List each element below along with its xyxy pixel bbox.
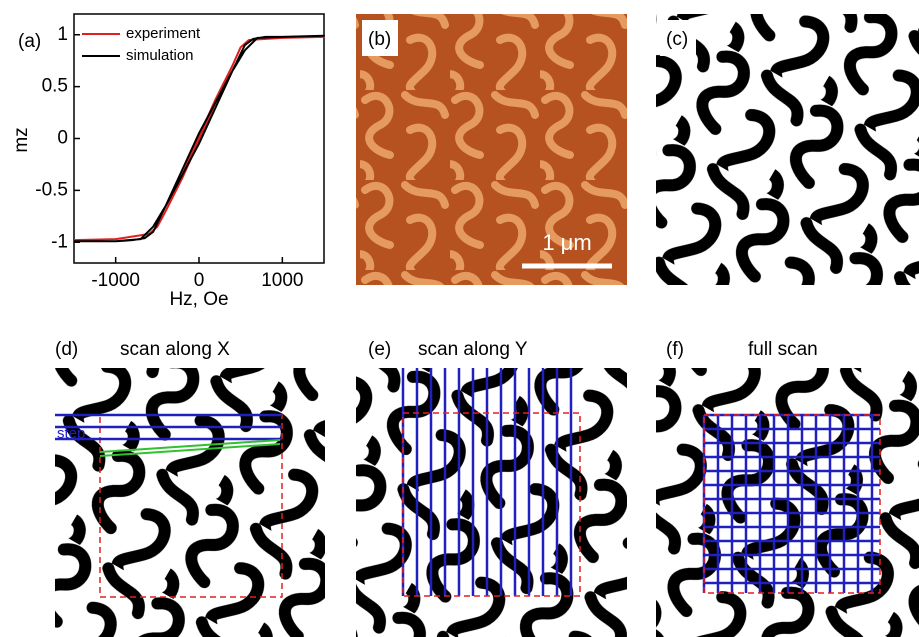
- y-axis-label: mz: [11, 127, 32, 152]
- scan-lines: [55, 413, 282, 441]
- panel-title: full scan: [748, 339, 818, 360]
- x-tick-label: 0: [194, 270, 205, 291]
- y-tick-label: 0.5: [42, 76, 68, 97]
- series-line: [74, 34, 325, 243]
- step-label: step: [57, 425, 85, 442]
- panel-label: (c): [666, 29, 688, 50]
- label-box: [362, 20, 398, 56]
- y-tick-label: -1: [51, 231, 68, 252]
- x-tick-label: -1000: [91, 270, 140, 291]
- x-tick-label: 1000: [261, 270, 303, 291]
- panel-label: (e): [368, 339, 391, 360]
- domain-image: [356, 368, 627, 637]
- y-tick-label: 1: [57, 24, 68, 45]
- y-tick-label: 0: [57, 128, 68, 149]
- panel-label: (a): [18, 31, 41, 52]
- scan-path: [99, 439, 281, 457]
- label-box: [660, 20, 696, 56]
- panel-label: (d): [55, 339, 78, 360]
- legend-label: experiment: [126, 25, 201, 42]
- panel-title: scan along Y: [418, 339, 528, 360]
- x-axis-label: Hz, Oe: [169, 289, 228, 310]
- y-tick-label: -0.5: [35, 179, 68, 200]
- scan-grid: [702, 413, 880, 593]
- scan-region: [703, 414, 881, 594]
- scan-lines: [401, 368, 573, 596]
- panel-label: (f): [666, 339, 684, 360]
- scale-bar-label: 1 μm: [542, 230, 591, 255]
- panel-label: (b): [368, 29, 391, 50]
- mfm-image: [356, 14, 627, 285]
- series-line: [73, 35, 325, 242]
- legend-label: simulation: [126, 47, 194, 64]
- panel-title: scan along X: [120, 339, 230, 360]
- simulated-domains: [656, 14, 919, 285]
